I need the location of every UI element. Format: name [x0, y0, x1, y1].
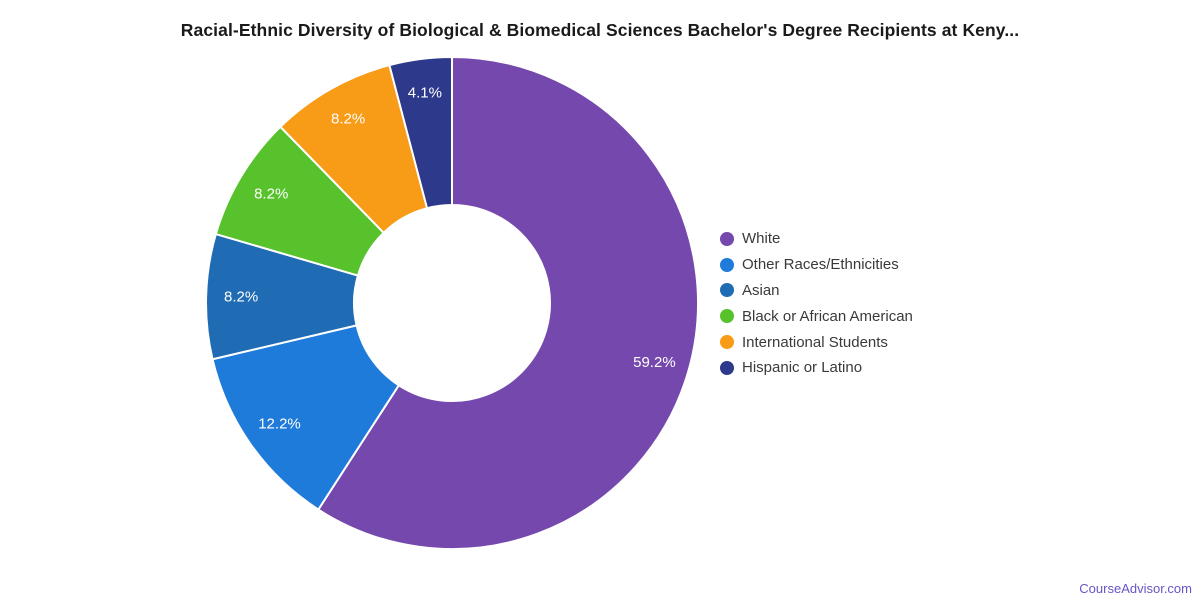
- slice-label-hispanic-or-latino: 4.1%: [408, 85, 442, 102]
- legend-swatch-icon: [720, 231, 734, 246]
- slice-other-races-ethnicities[interactable]: [211, 324, 401, 511]
- legend-item-asian[interactable]: Asian: [720, 278, 913, 304]
- legend-label: Asian: [742, 281, 780, 299]
- legend-swatch-icon: [720, 360, 734, 375]
- legend-swatch-icon: [720, 309, 734, 324]
- legend-item-hispanic-or-latino[interactable]: Hispanic or Latino: [720, 355, 913, 381]
- legend-swatch-icon: [720, 283, 734, 298]
- slice-white[interactable]: [316, 55, 699, 550]
- chart-title: Racial-Ethnic Diversity of Biological & …: [180, 20, 1020, 40]
- legend-label: White: [742, 230, 781, 248]
- brand-link[interactable]: CourseAdvisor.com: [1079, 581, 1192, 596]
- legend-label: Hispanic or Latino: [742, 359, 863, 377]
- legend-swatch-icon: [720, 335, 734, 350]
- legend-label: Other Races/Ethnicities: [742, 256, 899, 274]
- slice-label-international-students: 8.2%: [331, 110, 365, 127]
- slice-label-asian: 8.2%: [224, 288, 258, 305]
- legend-item-international-students[interactable]: International Students: [720, 329, 913, 355]
- legend-swatch-icon: [720, 257, 734, 272]
- legend-item-white[interactable]: White: [720, 226, 913, 252]
- legend-item-other-races-ethnicities[interactable]: Other Races/Ethnicities: [720, 252, 913, 278]
- legend-label: Black or African American: [742, 307, 913, 325]
- slice-label-white: 59.2%: [633, 354, 676, 371]
- slice-label-black-or-african-american: 8.2%: [254, 185, 288, 202]
- slice-hispanic-or-latino[interactable]: [388, 55, 453, 210]
- legend-label: International Students: [742, 333, 888, 351]
- legend-item-black-or-african-american[interactable]: Black or African American: [720, 303, 913, 329]
- slice-label-other-races-ethnicities: 12.2%: [258, 415, 301, 432]
- legend: White Other Races/Ethnicities Asian Black o…: [720, 226, 913, 381]
